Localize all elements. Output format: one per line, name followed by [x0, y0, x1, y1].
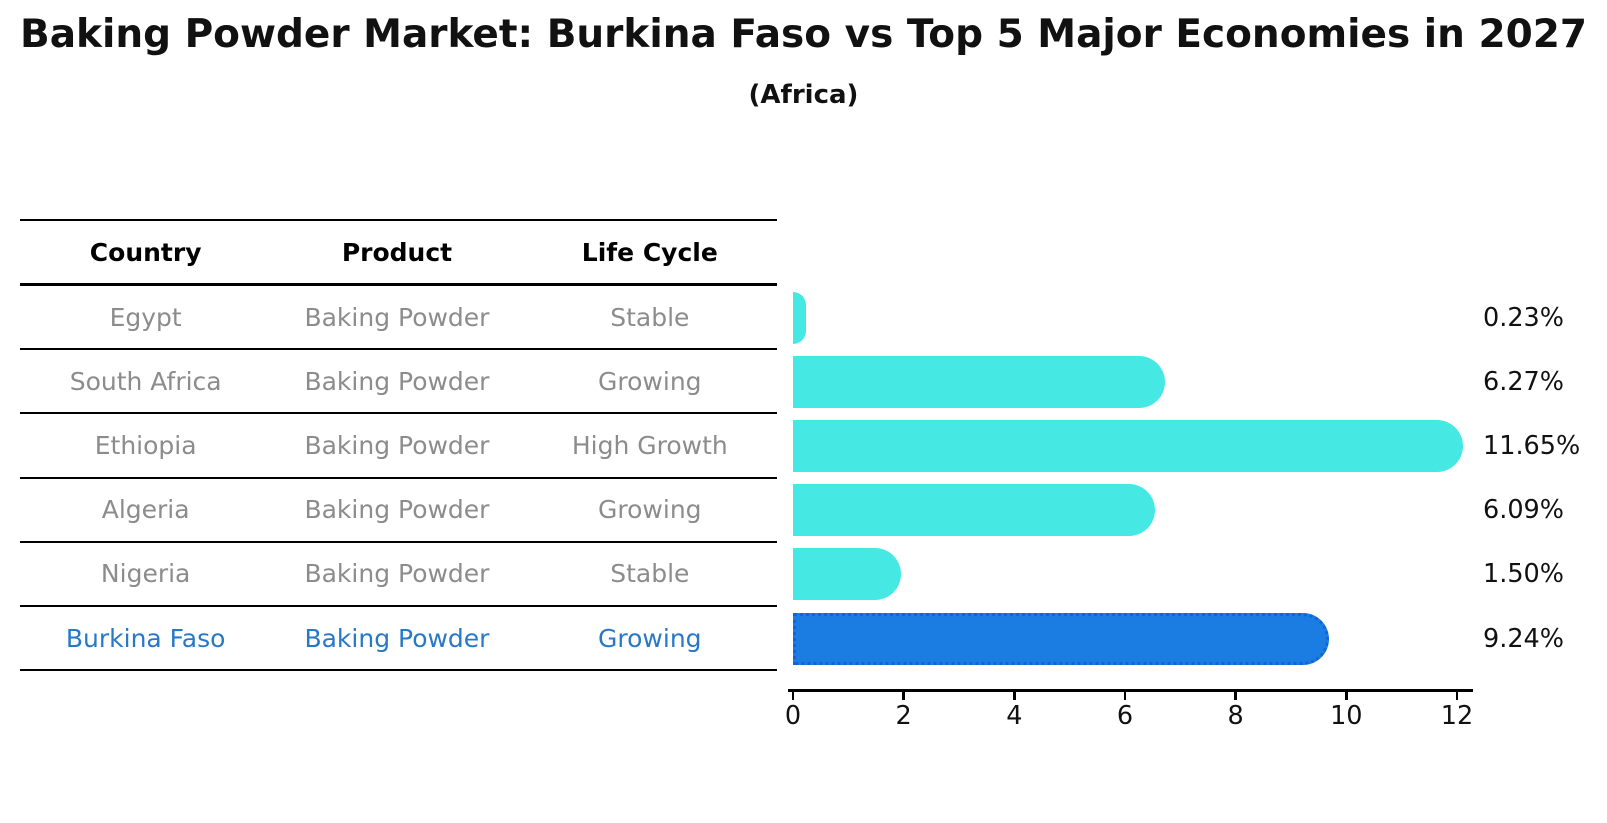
market-table: Country Product Life Cycle Egypt Baking … [20, 219, 777, 672]
table-row: Ethiopia Baking Powder High Growth [20, 414, 777, 479]
x-axis-tick [1345, 692, 1348, 700]
country-cell: Egypt [109, 302, 182, 332]
life-cycle-cell: Growing [598, 495, 702, 525]
country-cell: Burkina Faso [65, 623, 226, 653]
x-axis-tick [1123, 692, 1127, 700]
bar-value-label: 1.50% [1483, 559, 1565, 590]
life-cycle-cell: High Growth [571, 430, 728, 460]
x-axis-tick-label: 12 [1440, 701, 1474, 731]
table-row: Nigeria Baking Powder Stable [20, 543, 777, 607]
bar-value-label: 6.09% [1483, 495, 1565, 526]
bar-south-africa [793, 355, 1165, 408]
x-axis-tick [1455, 692, 1459, 700]
bar-ethiopia [793, 419, 1463, 472]
table-row-highlighted: Burkina Faso Baking Powder Growing [20, 607, 777, 672]
bar-algeria [793, 484, 1155, 537]
x-axis-tick-label: 10 [1330, 701, 1363, 731]
country-cell: South Africa [69, 366, 222, 396]
table-header-row: Country Product Life Cycle [20, 221, 777, 286]
product-cell: Baking Powder [304, 559, 490, 589]
column-header-life-cycle: Life Cycle [581, 237, 718, 267]
chart-subtitle: (Africa) [748, 80, 859, 110]
x-axis-tick-label: 8 [1227, 701, 1244, 731]
product-cell: Baking Powder [304, 495, 490, 525]
table-row: Algeria Baking Powder Growing [20, 479, 777, 543]
x-axis-tick [902, 692, 905, 700]
life-cycle-cell: Stable [610, 559, 690, 589]
bar-egypt [793, 291, 806, 344]
column-header-product: Product [341, 237, 453, 267]
bar-burkina-faso-highlighted [793, 612, 1330, 665]
x-axis-tick-label: 0 [784, 701, 802, 731]
product-cell: Baking Powder [304, 430, 490, 460]
product-cell: Baking Powder [304, 623, 490, 653]
x-axis-tick [791, 692, 795, 700]
country-cell: Nigeria [100, 559, 191, 589]
bar-value-label: 0.23% [1483, 302, 1565, 333]
column-header-country: Country [89, 237, 202, 267]
x-axis-tick-label: 2 [895, 701, 912, 731]
bar-value-label: 11.65% [1483, 430, 1581, 461]
country-cell: Algeria [101, 495, 190, 525]
bar-nigeria [793, 548, 901, 601]
x-axis-tick [1013, 692, 1016, 700]
life-cycle-cell: Growing [598, 623, 702, 653]
bar-value-label: 9.24% [1483, 623, 1565, 654]
product-cell: Baking Powder [304, 366, 490, 396]
x-axis-tick [1234, 692, 1237, 700]
table-row: Egypt Baking Powder Stable [20, 286, 777, 351]
country-cell: Ethiopia [94, 430, 197, 460]
chart-title: Baking Powder Market: Burkina Faso vs To… [19, 12, 1587, 57]
table-row: South Africa Baking Powder Growing [20, 350, 777, 415]
product-cell: Baking Powder [304, 302, 490, 332]
life-cycle-cell: Stable [610, 302, 690, 332]
x-axis-line [788, 689, 1473, 692]
bar-value-label: 6.27% [1483, 366, 1565, 397]
life-cycle-cell: Growing [598, 366, 702, 396]
x-axis-tick-label: 6 [1116, 701, 1134, 731]
x-axis-tick-label: 4 [1006, 701, 1023, 731]
